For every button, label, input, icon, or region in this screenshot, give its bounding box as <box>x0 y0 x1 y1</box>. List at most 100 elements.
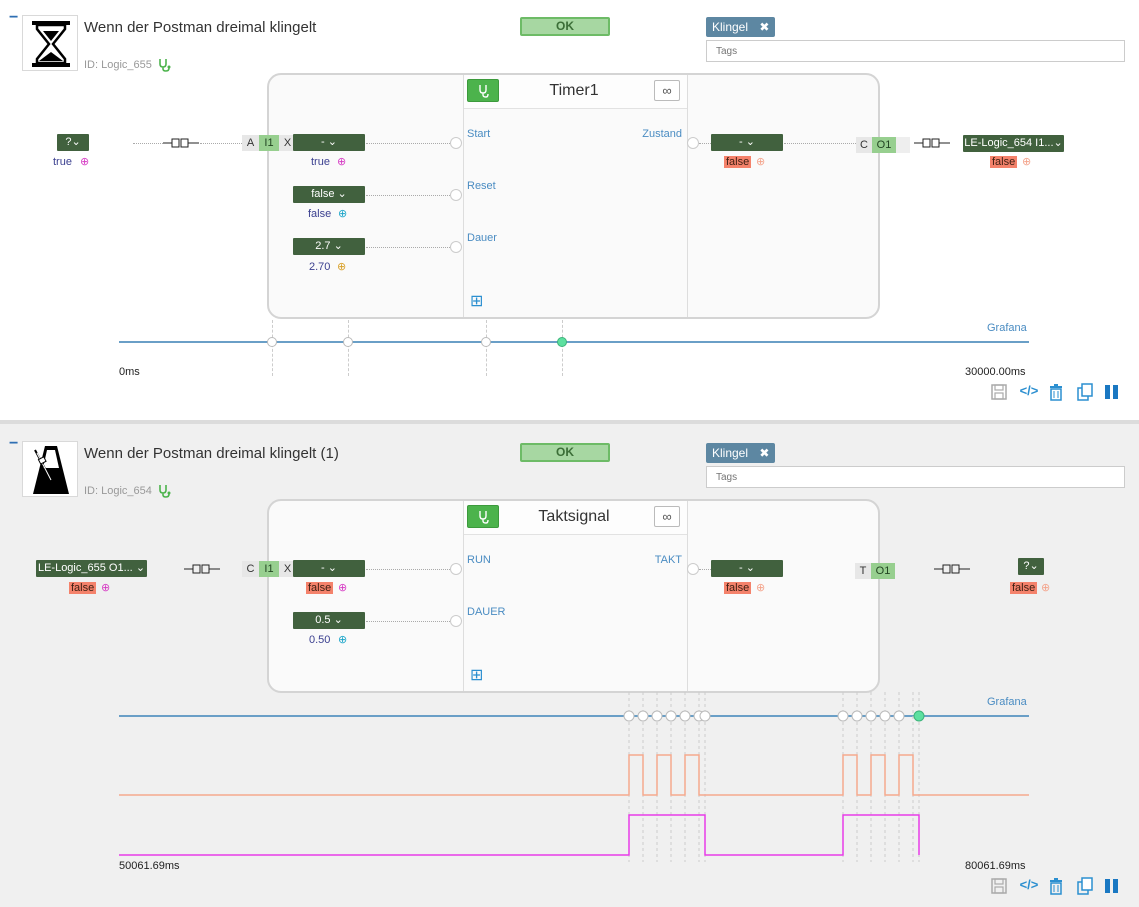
block-header <box>464 501 687 535</box>
input-port-run: RUN <box>467 554 491 566</box>
start-input-dropdown[interactable]: - ⌄ <box>293 134 365 151</box>
connection-icon[interactable] <box>163 137 199 149</box>
stethoscope-icon[interactable] <box>157 58 171 72</box>
magnifier-icon[interactable]: ⊕ <box>101 582 111 594</box>
ok-status-button[interactable]: OK <box>520 443 610 462</box>
pill-a: A <box>242 135 259 151</box>
connection-icon[interactable] <box>914 137 950 149</box>
source-value: false <box>69 582 97 594</box>
tag-klingel[interactable]: Klingel ✖ <box>706 443 776 463</box>
output-dropdown[interactable]: - ⌄ <box>711 134 783 151</box>
debug-toggle-button[interactable] <box>467 79 499 102</box>
save-icon[interactable] <box>990 877 1012 895</box>
pause-icon[interactable] <box>1103 383 1125 401</box>
hourglass-icon <box>22 15 78 71</box>
magnifier-icon[interactable]: ⊕ <box>338 582 348 594</box>
port-connector[interactable] <box>450 563 462 575</box>
pill-x-remove[interactable]: X <box>279 561 296 577</box>
input-port-dauer: DAUER <box>467 606 506 618</box>
timeline[interactable] <box>119 341 1029 343</box>
timeline-marker-active[interactable] <box>557 337 567 347</box>
block-header <box>464 75 687 109</box>
dauer-input-dropdown[interactable]: 0.5 ⌄ <box>293 612 365 629</box>
code-icon[interactable]: </> <box>1019 877 1039 892</box>
add-port-icon[interactable]: ⊞ <box>470 667 484 684</box>
port-connector[interactable] <box>450 189 462 201</box>
timeline-marker[interactable] <box>267 337 277 347</box>
tag-klingel[interactable]: Klingel ✖ <box>706 17 776 37</box>
logic-panel-1: − Wenn der Postman dreimal klingelt ID: … <box>0 0 1139 420</box>
trash-icon[interactable] <box>1047 877 1069 895</box>
tags-input[interactable] <box>706 40 1125 62</box>
pill-i1: I1 <box>259 561 279 577</box>
magnifier-icon[interactable]: ⊕ <box>337 156 347 168</box>
collapse-button[interactable]: − <box>9 435 19 452</box>
output-value: false <box>724 156 752 168</box>
grafana-link[interactable]: Grafana <box>987 322 1027 334</box>
output-dropdown[interactable]: - ⌄ <box>711 560 783 577</box>
timeline-marker[interactable] <box>343 337 353 347</box>
pause-icon[interactable] <box>1103 877 1125 895</box>
logic-id: ID: Logic_655 <box>84 59 152 71</box>
trash-icon[interactable] <box>1047 383 1069 401</box>
infinity-button[interactable]: ∞ <box>654 506 680 527</box>
grafana-link[interactable]: Grafana <box>987 696 1027 708</box>
timeline-start: 0ms <box>119 366 140 378</box>
input-port-reset: Reset <box>467 180 496 192</box>
output-value: false <box>724 582 752 594</box>
add-port-icon[interactable]: ⊞ <box>470 293 484 310</box>
source-dropdown[interactable]: ?⌄ <box>57 134 89 151</box>
magnifier-icon[interactable]: ⊕ <box>338 634 348 646</box>
infinity-button[interactable]: ∞ <box>654 80 680 101</box>
port-connector[interactable] <box>450 615 462 627</box>
target-dropdown[interactable]: ?⌄ <box>1018 558 1044 575</box>
port-connector[interactable] <box>450 241 462 253</box>
magnifier-icon[interactable]: ⊕ <box>80 156 90 168</box>
pill-x-remove[interactable]: X <box>279 135 296 151</box>
magnifier-icon[interactable]: ⊕ <box>1022 156 1032 168</box>
timeline-end: 30000.00ms <box>965 366 1026 378</box>
port-connector[interactable] <box>450 137 462 149</box>
timeline-marker[interactable] <box>481 337 491 347</box>
timer-block <box>267 73 880 319</box>
run-input-dropdown[interactable]: - ⌄ <box>293 560 365 577</box>
target-value: false <box>990 156 1018 168</box>
target-value: false <box>1010 582 1038 594</box>
input-port-start: Start <box>467 128 491 140</box>
output-port-takt: TAKT <box>654 554 682 566</box>
port-connector[interactable] <box>687 137 699 149</box>
magnifier-icon[interactable]: ⊕ <box>756 582 766 594</box>
logic-id: ID: Logic_654 <box>84 485 152 497</box>
dauer-input-dropdown[interactable]: 2.7 ⌄ <box>293 238 365 255</box>
close-icon[interactable]: ✖ <box>759 20 770 34</box>
run-value: false <box>306 582 334 594</box>
close-icon[interactable]: ✖ <box>759 446 770 460</box>
magnifier-icon[interactable]: ⊕ <box>337 261 347 273</box>
timeline-start: 50061.69ms <box>119 860 180 872</box>
magnifier-icon[interactable]: ⊕ <box>1041 582 1051 594</box>
code-icon[interactable]: </> <box>1019 383 1039 398</box>
logic-panel-2: − Wenn der Postman dreimal klingelt (1) … <box>0 424 1139 907</box>
logic-title: Wenn der Postman dreimal klingelt <box>84 19 317 36</box>
block-title: Timer1 <box>549 82 599 99</box>
block-title: Taktsignal <box>538 508 610 525</box>
collapse-button[interactable]: − <box>9 9 19 26</box>
port-connector[interactable] <box>687 563 699 575</box>
save-icon[interactable] <box>990 383 1012 401</box>
source-dropdown[interactable]: LE-Logic_655 O1... ⌄ <box>36 560 147 577</box>
reset-input-dropdown[interactable]: false ⌄ <box>293 186 365 203</box>
connection-icon[interactable] <box>934 563 970 575</box>
magnifier-icon[interactable]: ⊕ <box>338 208 348 220</box>
copy-icon[interactable] <box>1076 383 1098 401</box>
output-port-zustand: Zustand <box>642 128 682 140</box>
stethoscope-icon[interactable] <box>157 484 171 498</box>
connection-icon[interactable] <box>184 563 220 575</box>
debug-toggle-button[interactable] <box>467 505 499 528</box>
magnifier-icon[interactable]: ⊕ <box>756 156 766 168</box>
pill-c: C <box>242 561 259 577</box>
target-dropdown[interactable]: LE-Logic_654 I1...⌄ <box>963 135 1064 152</box>
copy-icon[interactable] <box>1076 877 1098 895</box>
ok-status-button[interactable]: OK <box>520 17 610 36</box>
timeline[interactable] <box>119 715 1029 717</box>
tags-input[interactable] <box>706 466 1125 488</box>
